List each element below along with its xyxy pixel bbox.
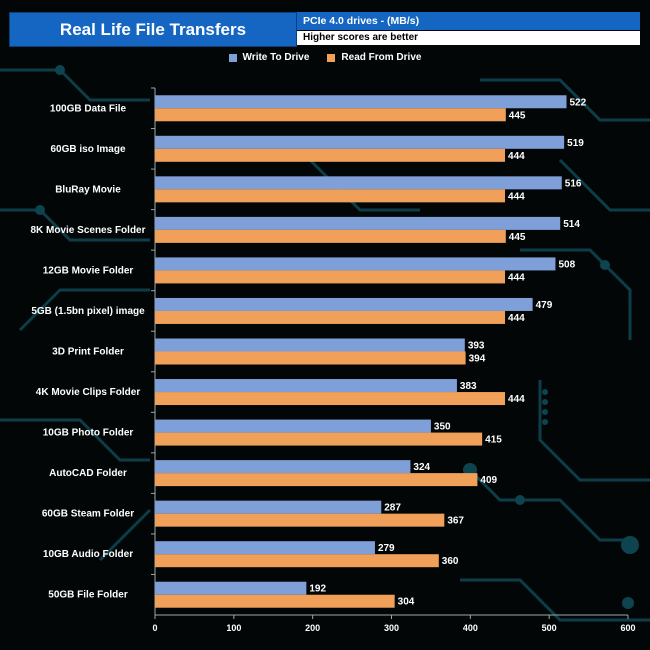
bar-write	[155, 419, 431, 433]
category-label: 12GB Movie Folder	[43, 265, 134, 276]
x-tick-label: 0	[152, 623, 157, 633]
data-label-write: 192	[309, 584, 326, 595]
data-label-read: 394	[469, 354, 486, 365]
data-label-write: 508	[558, 259, 575, 270]
legend-item-write: Write To Drive	[228, 52, 310, 63]
legend-swatch-write	[228, 53, 237, 62]
data-label-write: 287	[384, 503, 401, 514]
bar-write	[155, 541, 375, 555]
category-label: 10GB Audio Folder	[43, 549, 133, 560]
bar-write	[155, 500, 382, 514]
category-label: AutoCAD Folder	[49, 468, 127, 479]
data-label-write: 279	[378, 543, 395, 554]
data-label-read: 409	[480, 475, 497, 486]
data-label-read: 444	[508, 191, 525, 202]
bar-write	[155, 176, 562, 190]
category-label: 10GB Photo Folder	[43, 428, 134, 439]
x-tick-label: 100	[226, 623, 241, 633]
bar-read	[155, 351, 466, 365]
legend-label-read: Read From Drive	[341, 52, 422, 63]
bar-write	[155, 581, 307, 595]
category-label: BluRay Movie	[55, 184, 121, 195]
data-label-read: 444	[508, 394, 525, 405]
bar-write	[155, 460, 411, 474]
data-label-write: 393	[468, 341, 485, 352]
legend: Write To Drive Read From Drive	[0, 52, 650, 63]
category-label: 60GB iso Image	[50, 144, 125, 155]
bar-read	[155, 594, 395, 608]
data-label-write: 514	[563, 219, 580, 230]
category-label: 3D Print Folder	[52, 347, 124, 358]
data-label-write: 324	[413, 462, 430, 473]
bar-read	[155, 473, 478, 487]
category-label: 4K Movie Clips Folder	[36, 387, 141, 398]
chart-title: Real Life File Transfers	[9, 12, 297, 47]
category-label: 100GB Data File	[50, 103, 127, 114]
data-label-read: 445	[509, 110, 526, 121]
legend-label-write: Write To Drive	[242, 52, 310, 63]
x-tick-label: 400	[463, 623, 478, 633]
data-label-read: 360	[442, 556, 459, 567]
data-label-write: 516	[565, 178, 582, 189]
bar-write	[155, 135, 565, 149]
bar-write	[155, 216, 561, 230]
x-tick-label: 500	[542, 623, 557, 633]
bar-read	[155, 392, 506, 406]
data-label-read: 444	[508, 151, 525, 162]
bar-write	[155, 297, 533, 311]
data-label-read: 415	[485, 435, 502, 446]
data-label-read: 444	[508, 272, 525, 283]
bar-read	[155, 148, 506, 162]
category-label: 50GB File Folder	[48, 590, 128, 601]
bar-write	[155, 257, 556, 271]
bar-read	[155, 108, 506, 122]
bar-write	[155, 338, 465, 352]
bar-write	[155, 95, 567, 109]
x-tick-label: 600	[620, 623, 635, 633]
x-tick-label: 300	[384, 623, 399, 633]
data-label-write: 479	[536, 300, 553, 311]
bar-read	[155, 432, 483, 446]
bar-read	[155, 189, 506, 203]
data-label-write: 383	[460, 381, 477, 392]
chart-note: Higher scores are better	[297, 31, 640, 45]
data-label-write: 519	[567, 138, 584, 149]
data-label-read: 304	[398, 597, 415, 608]
bar-read	[155, 310, 506, 324]
bar-write	[155, 379, 457, 393]
bar-read	[155, 270, 506, 284]
category-label: 5GB (1.5bn pixel) image	[31, 306, 145, 317]
bar-read	[155, 513, 445, 527]
bar-read	[155, 554, 439, 568]
data-label-write: 350	[434, 422, 451, 433]
chart-subtitle: PCIe 4.0 drives - (MB/s)	[297, 12, 640, 30]
category-label: 8K Movie Scenes Folder	[30, 225, 145, 236]
data-label-read: 367	[447, 516, 464, 527]
data-label-read: 444	[508, 313, 525, 324]
legend-item-read: Read From Drive	[327, 52, 421, 63]
legend-swatch-read	[327, 53, 336, 62]
data-label-read: 445	[509, 232, 526, 243]
data-label-write: 522	[570, 97, 587, 108]
category-label: 60GB Steam Folder	[42, 509, 134, 520]
bar-read	[155, 229, 506, 243]
x-tick-label: 200	[305, 623, 320, 633]
